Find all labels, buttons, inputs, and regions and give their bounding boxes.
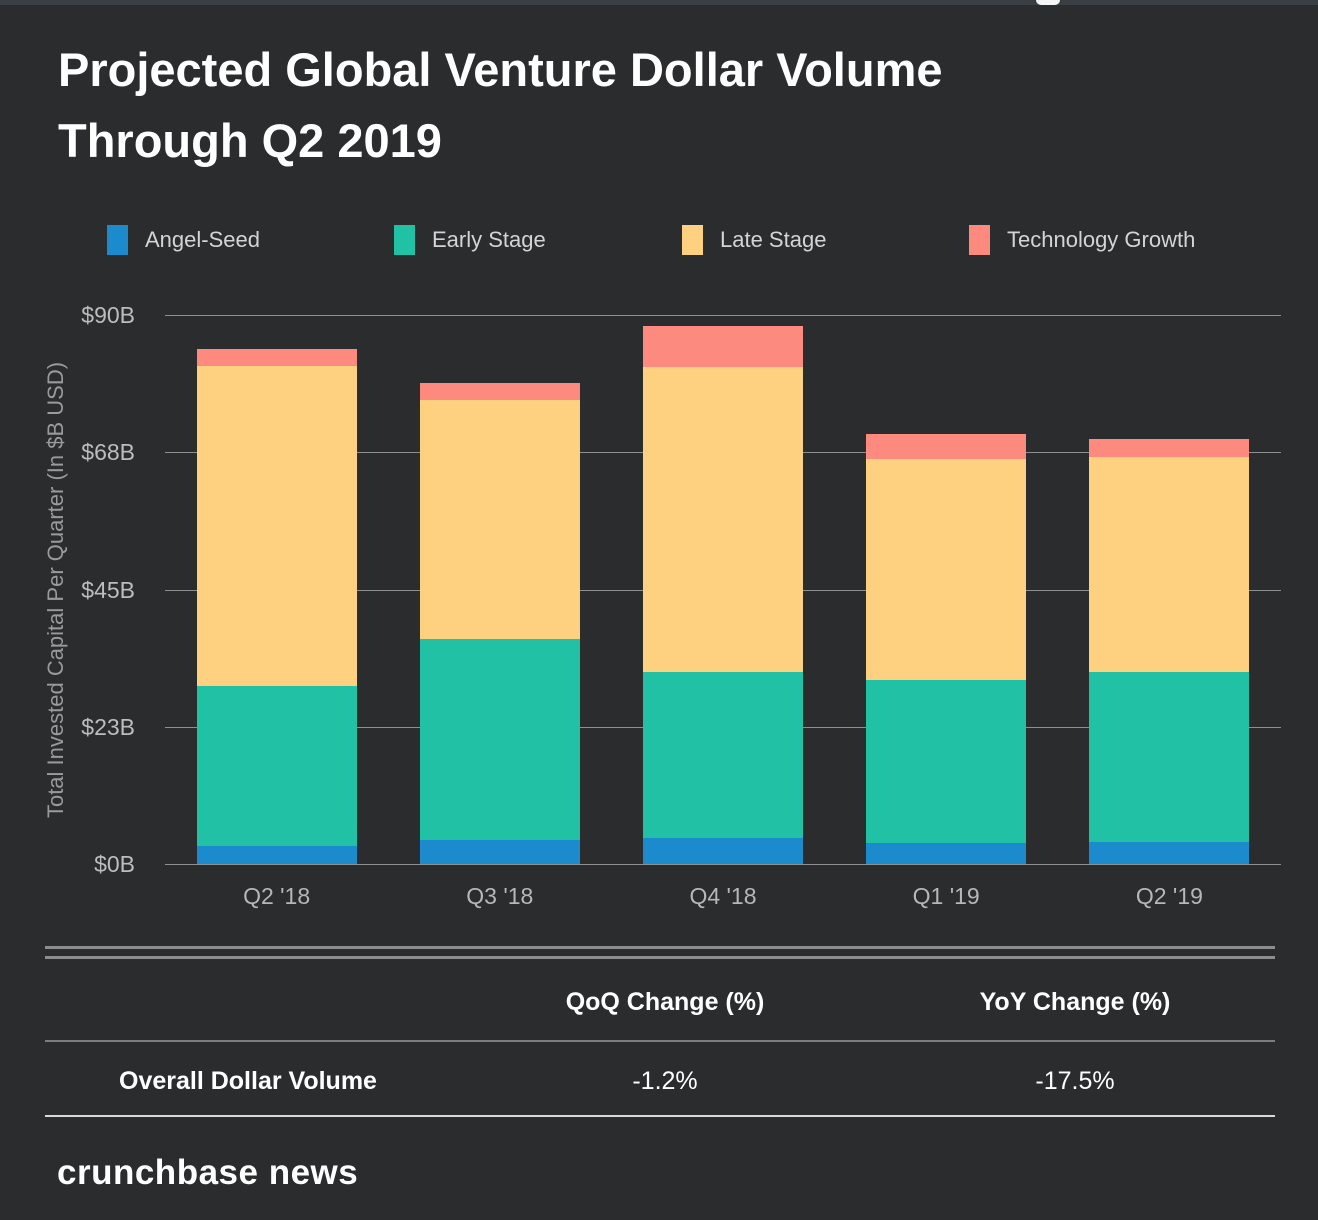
chart-legend: Angel-Seed Early Stage Late Stage Technolog… xyxy=(0,224,1318,258)
legend-item-late-stage: Late Stage xyxy=(682,224,826,256)
page-title-line1: Projected Global Venture Dollar Volume xyxy=(58,43,943,96)
top-edge-strip xyxy=(0,0,1318,5)
bar-segment-late-stage xyxy=(643,366,803,672)
bar-segment-angel-seed xyxy=(866,842,1027,864)
section-divider-line xyxy=(45,946,1275,949)
gridline xyxy=(165,864,1281,865)
y-tick-label: $90B xyxy=(81,302,135,328)
legend-item-angel-seed: Angel-Seed xyxy=(107,224,260,256)
table-cell-yoy: -17.5% xyxy=(1035,1067,1115,1095)
bar-segment-technology-growth xyxy=(196,348,357,366)
table-bottom-rule xyxy=(45,1115,1275,1117)
legend-swatch-icon xyxy=(107,225,128,255)
legend-label: Angel-Seed xyxy=(145,227,260,252)
page-title-line2: Through Q2 2019 xyxy=(58,114,442,167)
table-header-qoq: QoQ Change (%) xyxy=(565,988,765,1016)
bar-segment-early-stage xyxy=(1089,672,1250,843)
bar-segment-early-stage xyxy=(643,671,803,839)
bar-segment-early-stage xyxy=(866,680,1027,843)
bar-segment-angel-seed xyxy=(643,838,803,864)
cropped-ui-notch xyxy=(1036,0,1060,5)
y-tick-label: $0B xyxy=(94,851,135,877)
legend-swatch-icon xyxy=(394,225,415,255)
legend-label: Technology Growth xyxy=(1007,227,1196,252)
page-title: Projected Global Venture Dollar Volume T… xyxy=(58,34,1258,176)
bar-segment-early-stage xyxy=(419,638,580,840)
legend-item-technology-growth: Technology Growth xyxy=(969,224,1195,256)
table-cell-qoq: -1.2% xyxy=(632,1067,698,1095)
gridline xyxy=(165,315,1281,316)
bar-segment-technology-growth xyxy=(866,433,1027,459)
bar-segment-early-stage xyxy=(196,686,357,846)
legend-label: Early Stage xyxy=(432,227,546,252)
legend-label: Late Stage xyxy=(720,227,827,252)
stacked-bar-chart: Total Invested Capital Per Quarter (In $… xyxy=(43,302,1281,909)
table-rule xyxy=(45,1040,1275,1042)
bar-segment-late-stage xyxy=(419,400,580,639)
bar-segment-angel-seed xyxy=(1089,842,1250,864)
y-tick-label: $68B xyxy=(81,439,135,466)
bar-segment-late-stage xyxy=(196,365,357,687)
x-tick-label: Q4 '18 xyxy=(689,883,757,909)
bar-segment-late-stage xyxy=(1089,456,1250,673)
bar-segment-technology-growth xyxy=(643,325,803,367)
legend-item-early-stage: Early Stage xyxy=(394,224,546,256)
x-tick-label: Q3 '18 xyxy=(466,883,534,909)
section-divider-line xyxy=(45,956,1275,959)
x-tick-label: Q2 '18 xyxy=(243,883,311,909)
table-header-yoy: YoY Change (%) xyxy=(979,988,1171,1016)
legend-swatch-icon xyxy=(682,225,703,255)
x-tick-label: Q2 '19 xyxy=(1135,883,1203,909)
bar-segment-technology-growth xyxy=(419,383,580,401)
x-tick-label: Q1 '19 xyxy=(912,883,980,909)
y-tick-label: $23B xyxy=(81,713,135,740)
legend-swatch-icon xyxy=(969,225,990,255)
bar-segment-angel-seed xyxy=(196,845,357,864)
crunchbase-news-logo: crunchbase news xyxy=(57,1153,359,1192)
y-tick-label: $45B xyxy=(81,576,135,603)
bar-segment-angel-seed xyxy=(419,839,580,864)
bar-segment-technology-growth xyxy=(1089,439,1250,457)
bar-segment-late-stage xyxy=(866,458,1027,681)
table-row-label: Overall Dollar Volume xyxy=(119,1067,377,1095)
